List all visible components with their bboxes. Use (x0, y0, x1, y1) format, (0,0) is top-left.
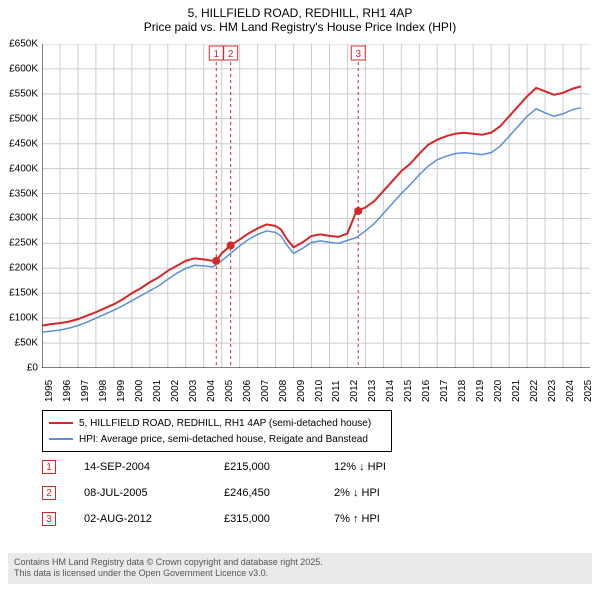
x-tick-label: 2003 (188, 380, 199, 402)
events-table: 1 14-SEP-2004£215,00012% ↓ HPI 2 08-JUL-200… (42, 454, 434, 532)
footer-line2: This data is licensed under the Open Gov… (14, 568, 586, 580)
event-delta: 7% ↑ HPI (334, 513, 434, 525)
event-delta: 12% ↓ HPI (334, 461, 434, 473)
y-tick-label: £100K (9, 313, 38, 324)
event-row: 3 02-AUG-2012£315,0007% ↑ HPI (42, 506, 434, 532)
x-tick-label: 2010 (314, 380, 325, 402)
y-tick-label: £150K (9, 288, 38, 299)
x-tick-label: 2025 (583, 380, 594, 402)
event-marker: 3 (42, 512, 56, 526)
event-marker: 2 (42, 486, 56, 500)
title-block: 5, HILLFIELD ROAD, REDHILL, RH1 4AP Pric… (0, 0, 600, 36)
y-tick-label: £50K (15, 338, 38, 349)
event-price: £246,450 (224, 487, 334, 499)
x-tick-label: 1995 (44, 380, 55, 402)
x-tick-label: 2017 (439, 380, 450, 402)
x-tick-label: 2020 (493, 380, 504, 402)
y-tick-label: £300K (9, 213, 38, 224)
x-tick-label: 2008 (278, 380, 289, 402)
x-tick-label: 2023 (547, 380, 558, 402)
y-tick-label: £600K (9, 63, 38, 74)
footer-attribution: Contains HM Land Registry data © Crown c… (8, 553, 592, 584)
legend-row: 5, HILLFIELD ROAD, REDHILL, RH1 4AP (sem… (49, 415, 385, 431)
x-tick-label: 2016 (421, 380, 432, 402)
svg-text:3: 3 (355, 49, 361, 60)
chart-svg: 12 3 (42, 44, 590, 368)
x-tick-label: 2014 (385, 380, 396, 402)
x-tick-label: 2012 (349, 380, 360, 402)
x-tick-label: 2007 (260, 380, 271, 402)
x-tick-label: 2001 (152, 380, 163, 402)
event-delta: 2% ↓ HPI (334, 487, 434, 499)
y-tick-label: £450K (9, 138, 38, 149)
event-price: £215,000 (224, 461, 334, 473)
legend-swatch (49, 438, 73, 440)
x-axis-labels: 1995 1996 1997 1998 1999 2000 2001 2002 2003 2004… (42, 370, 590, 410)
event-marker: 1 (42, 460, 56, 474)
x-tick-label: 1998 (98, 380, 109, 402)
chart-container: 5, HILLFIELD ROAD, REDHILL, RH1 4AP Pric… (0, 0, 600, 590)
y-axis-labels: £0£50K£100K£150K£200K£250K£300K£350K£400… (0, 44, 40, 368)
y-tick-label: £250K (9, 238, 38, 249)
legend-row: HPI: Average price, semi-detached house,… (49, 431, 385, 447)
x-tick-label: 1997 (80, 380, 91, 402)
x-tick-label: 2005 (224, 380, 235, 402)
event-row: 1 14-SEP-2004£215,00012% ↓ HPI (42, 454, 434, 480)
y-tick-label: £350K (9, 188, 38, 199)
svg-text:1: 1 (214, 49, 220, 60)
y-tick-label: £0 (27, 363, 38, 374)
x-tick-label: 2009 (296, 380, 307, 402)
svg-text:2: 2 (228, 49, 234, 60)
x-tick-label: 2021 (511, 380, 522, 402)
x-tick-label: 2024 (565, 380, 576, 402)
y-tick-label: £650K (9, 39, 38, 50)
legend: 5, HILLFIELD ROAD, REDHILL, RH1 4AP (sem… (42, 410, 392, 452)
x-tick-label: 2006 (242, 380, 253, 402)
event-date: 08-JUL-2005 (84, 487, 224, 499)
event-price: £315,000 (224, 513, 334, 525)
x-tick-label: 2011 (331, 380, 342, 402)
y-tick-label: £500K (9, 113, 38, 124)
x-tick-label: 1996 (62, 380, 73, 402)
legend-swatch (49, 422, 73, 424)
x-tick-label: 2022 (529, 380, 540, 402)
event-date: 02-AUG-2012 (84, 513, 224, 525)
x-tick-label: 2004 (206, 380, 217, 402)
y-tick-label: £550K (9, 88, 38, 99)
event-row: 2 08-JUL-2005£246,4502% ↓ HPI (42, 480, 434, 506)
x-tick-label: 2000 (134, 380, 145, 402)
legend-label: 5, HILLFIELD ROAD, REDHILL, RH1 4AP (sem… (79, 418, 371, 429)
x-tick-label: 2019 (475, 380, 486, 402)
legend-label: HPI: Average price, semi-detached house,… (79, 434, 368, 445)
chart-area: 12 3 (42, 44, 590, 368)
x-tick-label: 2015 (403, 380, 414, 402)
x-tick-label: 2002 (170, 380, 181, 402)
y-tick-label: £400K (9, 163, 38, 174)
x-tick-label: 2018 (457, 380, 468, 402)
x-tick-label: 2013 (367, 380, 378, 402)
event-date: 14-SEP-2004 (84, 461, 224, 473)
title-address: 5, HILLFIELD ROAD, REDHILL, RH1 4AP (0, 6, 600, 20)
footer-line1: Contains HM Land Registry data © Crown c… (14, 557, 586, 569)
y-tick-label: £200K (9, 263, 38, 274)
x-tick-label: 1999 (116, 380, 127, 402)
title-subtitle: Price paid vs. HM Land Registry's House … (0, 20, 600, 34)
